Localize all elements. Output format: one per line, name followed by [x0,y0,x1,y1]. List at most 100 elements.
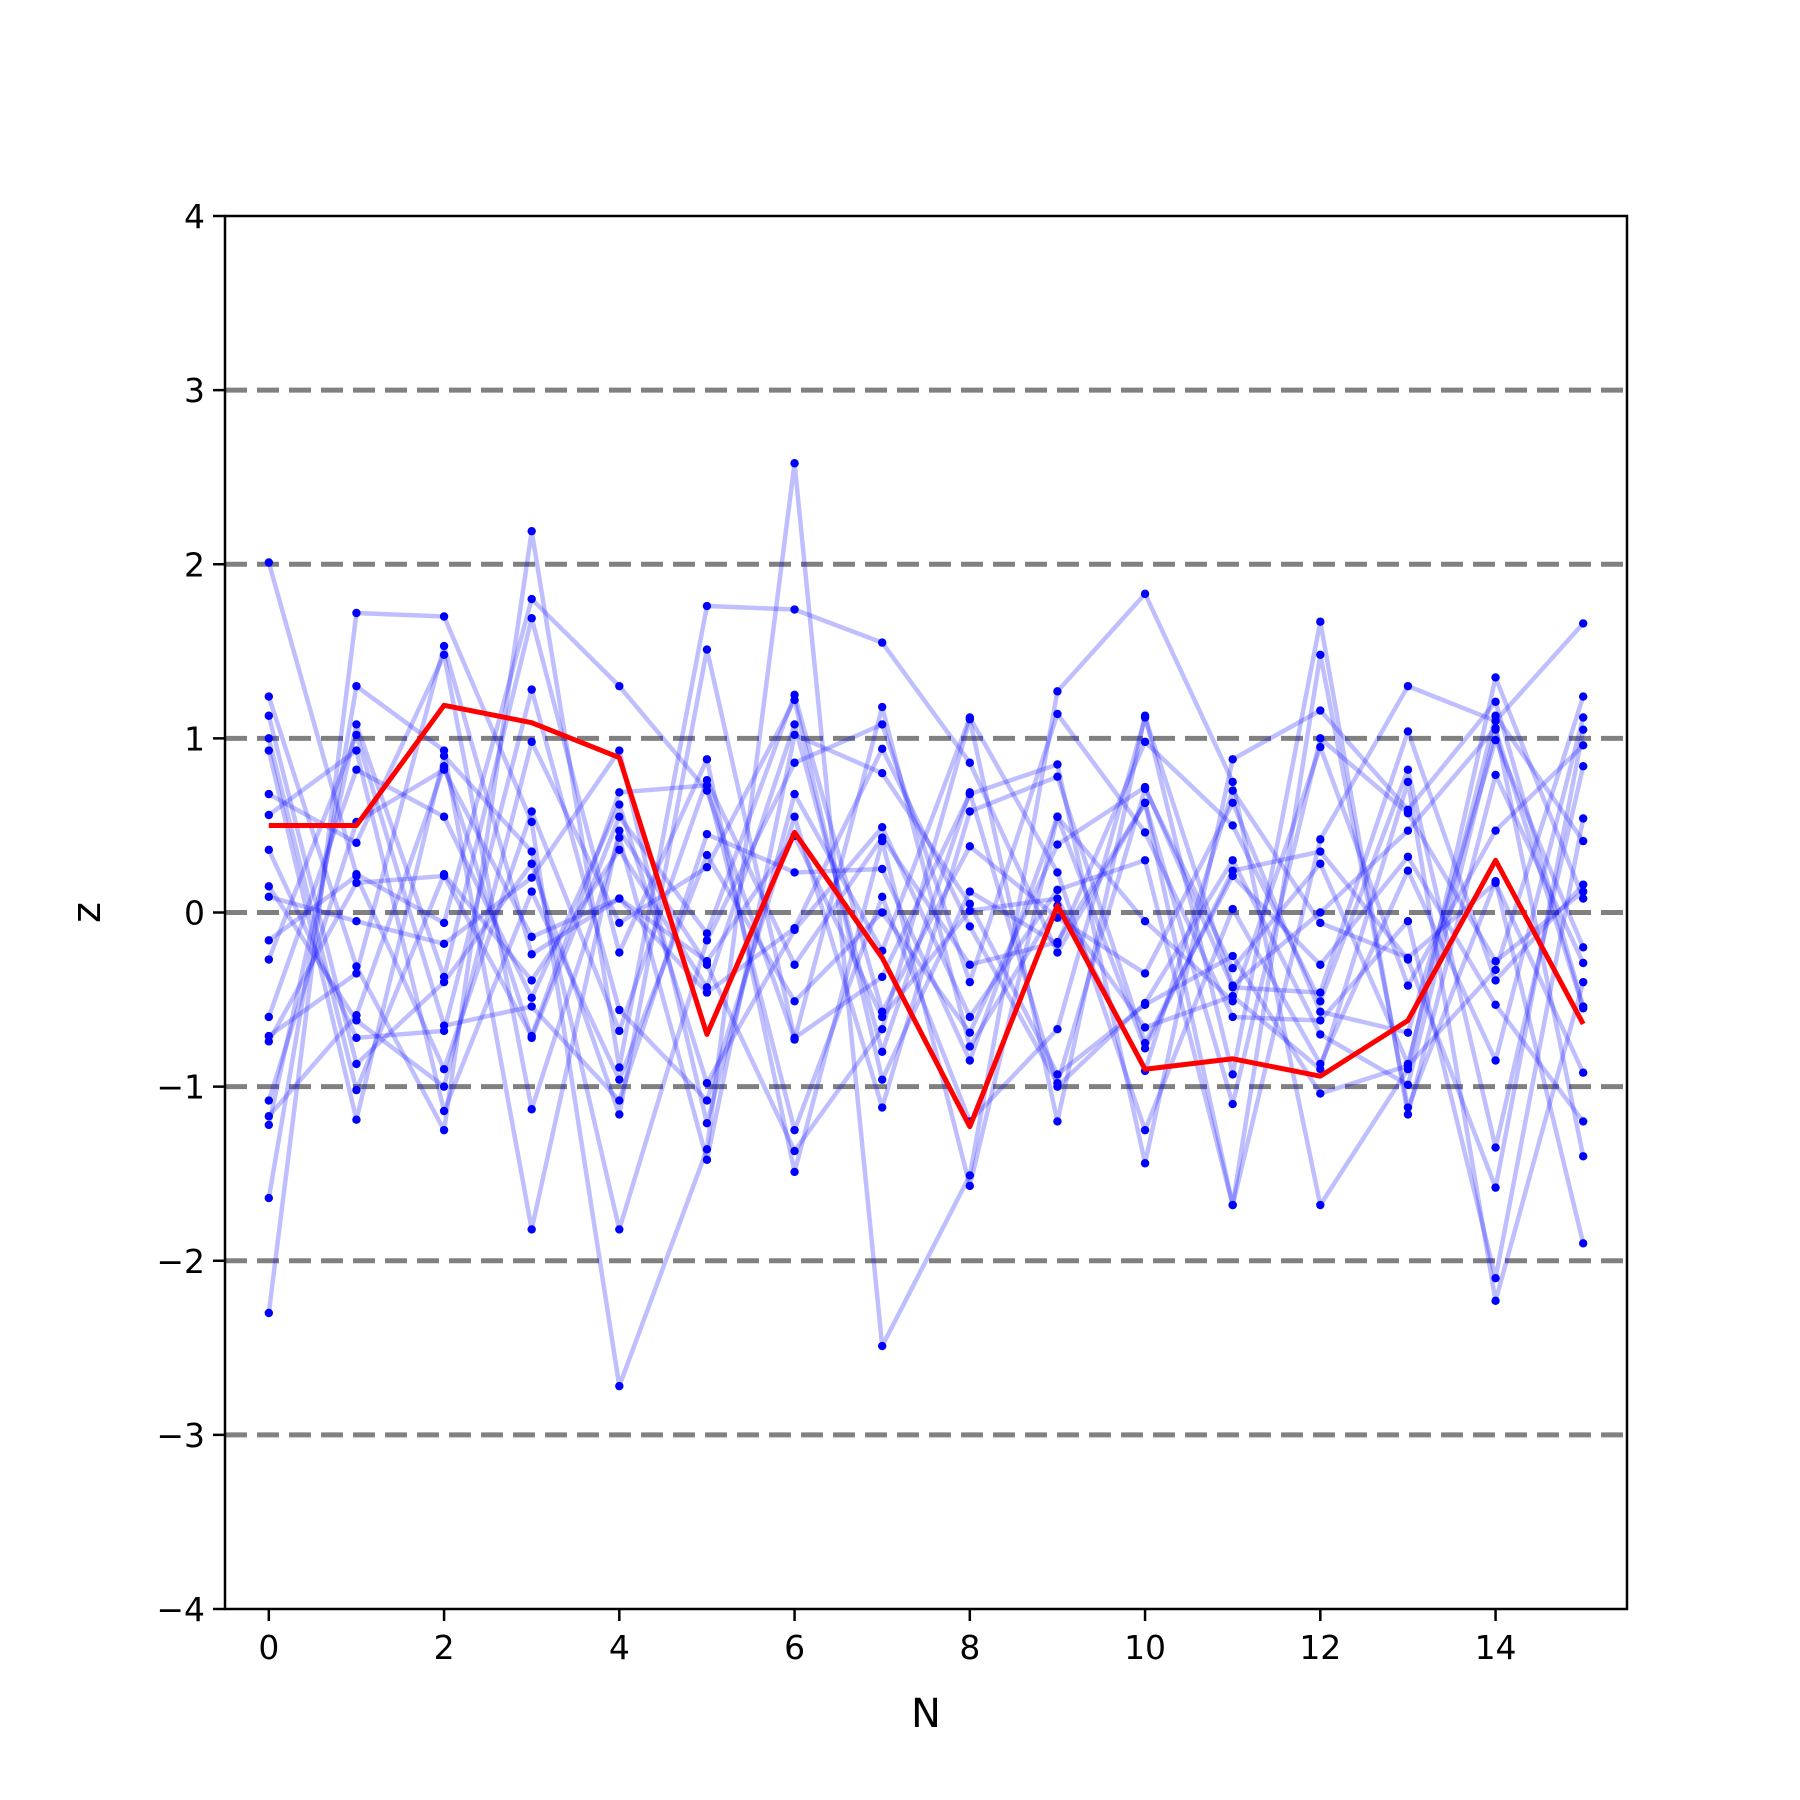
y-tick-label: 0 [184,894,205,933]
data-point [877,833,887,842]
data-point [877,720,887,729]
data-point [1316,617,1325,626]
data-point [1403,852,1413,861]
data-point [264,1096,274,1105]
x-tick-label: 6 [784,1628,805,1667]
data-point [1053,1024,1062,1034]
data-point [615,800,624,809]
data-point [1578,943,1588,952]
data-point [1316,847,1325,856]
data-point [1316,960,1325,969]
data-point [1491,725,1500,734]
data-point [1053,1117,1062,1126]
data-point [439,762,449,771]
data-point [1578,894,1588,903]
data-point [1403,727,1413,736]
data-point [352,878,361,888]
data-point [702,829,712,839]
data-point [1491,735,1500,745]
x-tick-label: 10 [1124,1628,1166,1667]
data-point [1491,976,1500,985]
data-point [965,1012,975,1022]
data-point [702,983,712,992]
data-point [352,838,361,848]
data-point [439,972,449,982]
data-point [702,775,712,785]
data-point [527,526,536,536]
data-point [1403,1059,1413,1069]
data-point [1053,772,1062,781]
data-point [439,612,449,621]
data-point [1491,1183,1500,1192]
data-point [1053,937,1062,947]
data-point [1228,871,1237,881]
data-point [1140,589,1150,599]
data-point [1140,782,1150,792]
data-point [1316,742,1325,752]
data-point [877,1047,887,1057]
data-point [527,932,536,942]
data-point [1140,969,1150,978]
data-point [790,997,799,1006]
data-point [264,789,274,799]
data-point [1316,908,1325,917]
data-point [1140,1023,1150,1032]
series-line [266,647,1586,1166]
data-point [1578,692,1588,701]
data-point [1491,826,1500,835]
series-line [266,732,1585,1103]
data-point [965,1056,975,1065]
data-point [1578,958,1588,968]
data-point [1403,917,1413,926]
data-point [1140,737,1150,747]
data-point [1228,755,1237,764]
data-point [1403,1028,1413,1037]
data-point [439,939,449,949]
data-point [1140,1038,1150,1048]
data-point [1053,894,1062,903]
data-point [264,1112,274,1121]
data-point [264,746,274,755]
data-point [527,1225,536,1234]
data-point [1228,904,1237,914]
data-point [965,807,975,816]
data-point [1578,977,1588,987]
y-tick-label: −4 [156,1590,205,1629]
data-point [352,746,361,755]
data-point [527,887,536,896]
data-point [1578,713,1588,722]
data-point [352,871,361,881]
series-line [266,652,1586,1244]
data-point [1228,777,1237,787]
data-point [439,1021,449,1030]
data-point [615,1110,624,1119]
data-point [877,638,887,647]
data-point [1053,709,1062,719]
series-line [266,528,1585,1208]
data-point [877,892,887,902]
data-point [264,711,274,720]
data-point [352,1011,361,1020]
data-point [790,789,799,799]
data-point [877,864,887,874]
data-point [1228,1200,1237,1210]
data-point [1053,687,1062,696]
data-point [790,1167,799,1177]
data-point [1316,997,1325,1006]
data-point [615,1005,624,1015]
data-point [1403,681,1413,691]
data-point [1578,814,1588,823]
data-point [264,1012,274,1022]
data-point [264,692,274,701]
data-point [527,1033,536,1043]
data-point [615,812,624,821]
series-line [266,722,1586,1093]
data-point [1491,957,1500,966]
series-line [266,711,1586,1281]
data-point [1053,840,1062,849]
data-point [965,758,975,767]
series-line [266,461,1586,1389]
data-point [1053,812,1062,821]
data-point [264,845,274,855]
